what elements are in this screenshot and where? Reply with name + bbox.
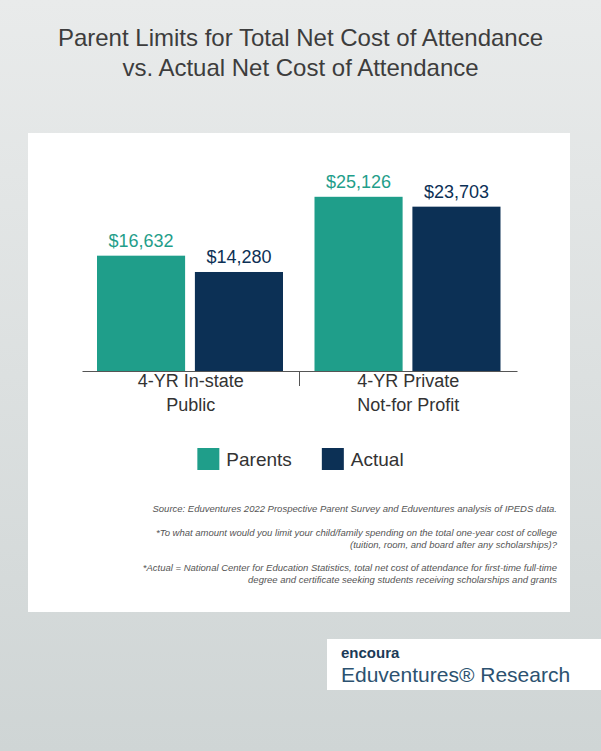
text-line: 4-YR Private bbox=[357, 371, 459, 391]
text-line: Not-for Profit bbox=[357, 395, 459, 415]
data-label: $14,280 bbox=[206, 247, 271, 267]
group-separator bbox=[299, 371, 300, 386]
title: Parent Limits for Total Net Cost of Atte… bbox=[58, 24, 543, 81]
bar bbox=[412, 207, 500, 371]
footnote: Source: Eduventures 2022 Prospective Par… bbox=[152, 503, 557, 514]
bar bbox=[315, 197, 403, 371]
chart-root: Parent Limits for Total Net Cost of Atte… bbox=[0, 0, 601, 751]
logo-brand: encoura bbox=[341, 644, 400, 661]
x-axis: 4-YR In-state Public 4-YR Private Not-for P… bbox=[83, 371, 518, 415]
legend-label: Actual bbox=[351, 449, 404, 470]
footnote: *To what amount would you limit your chi… bbox=[156, 527, 558, 550]
legend-swatch bbox=[322, 448, 344, 470]
x-tick: 4-YR Private Not-for Profit bbox=[357, 371, 459, 415]
bar bbox=[97, 256, 185, 371]
legend-label: Parents bbox=[226, 449, 291, 470]
bars bbox=[97, 197, 501, 371]
legend-swatch bbox=[197, 448, 219, 470]
data-label: $23,703 bbox=[424, 182, 489, 202]
x-tick-label: 4-YR Private Not-for Profit bbox=[357, 371, 459, 415]
text-line: Public bbox=[166, 395, 215, 415]
bar bbox=[195, 272, 283, 371]
text-line: vs. Actual Net Cost of Attendance bbox=[122, 54, 478, 81]
footnote: *Actual = National Center for Education … bbox=[143, 562, 557, 585]
text-line: Source: Eduventures 2022 Prospective Par… bbox=[152, 503, 557, 514]
x-tick-label: 4-YR In-state Public bbox=[138, 371, 244, 415]
legend: Parents Actual bbox=[197, 448, 403, 470]
x-tick: 4-YR In-state Public bbox=[138, 371, 244, 415]
text-line: Parent Limits for Total Net Cost of Atte… bbox=[58, 24, 543, 51]
text-line: (tuition, room, and board after any scho… bbox=[350, 539, 558, 550]
logo-box bbox=[327, 639, 601, 690]
card bbox=[28, 133, 570, 612]
logo-name: Eduventures® Research bbox=[341, 663, 570, 686]
text-line: degree and certificate seeking students … bbox=[248, 574, 557, 585]
background bbox=[0, 0, 601, 751]
data-label: $16,632 bbox=[109, 231, 174, 251]
data-label: $25,126 bbox=[326, 172, 391, 192]
text-line: *Actual = National Center for Education … bbox=[143, 562, 557, 573]
text-line: 4-YR In-state bbox=[138, 371, 244, 391]
text-line: *To what amount would you limit your chi… bbox=[156, 527, 557, 538]
